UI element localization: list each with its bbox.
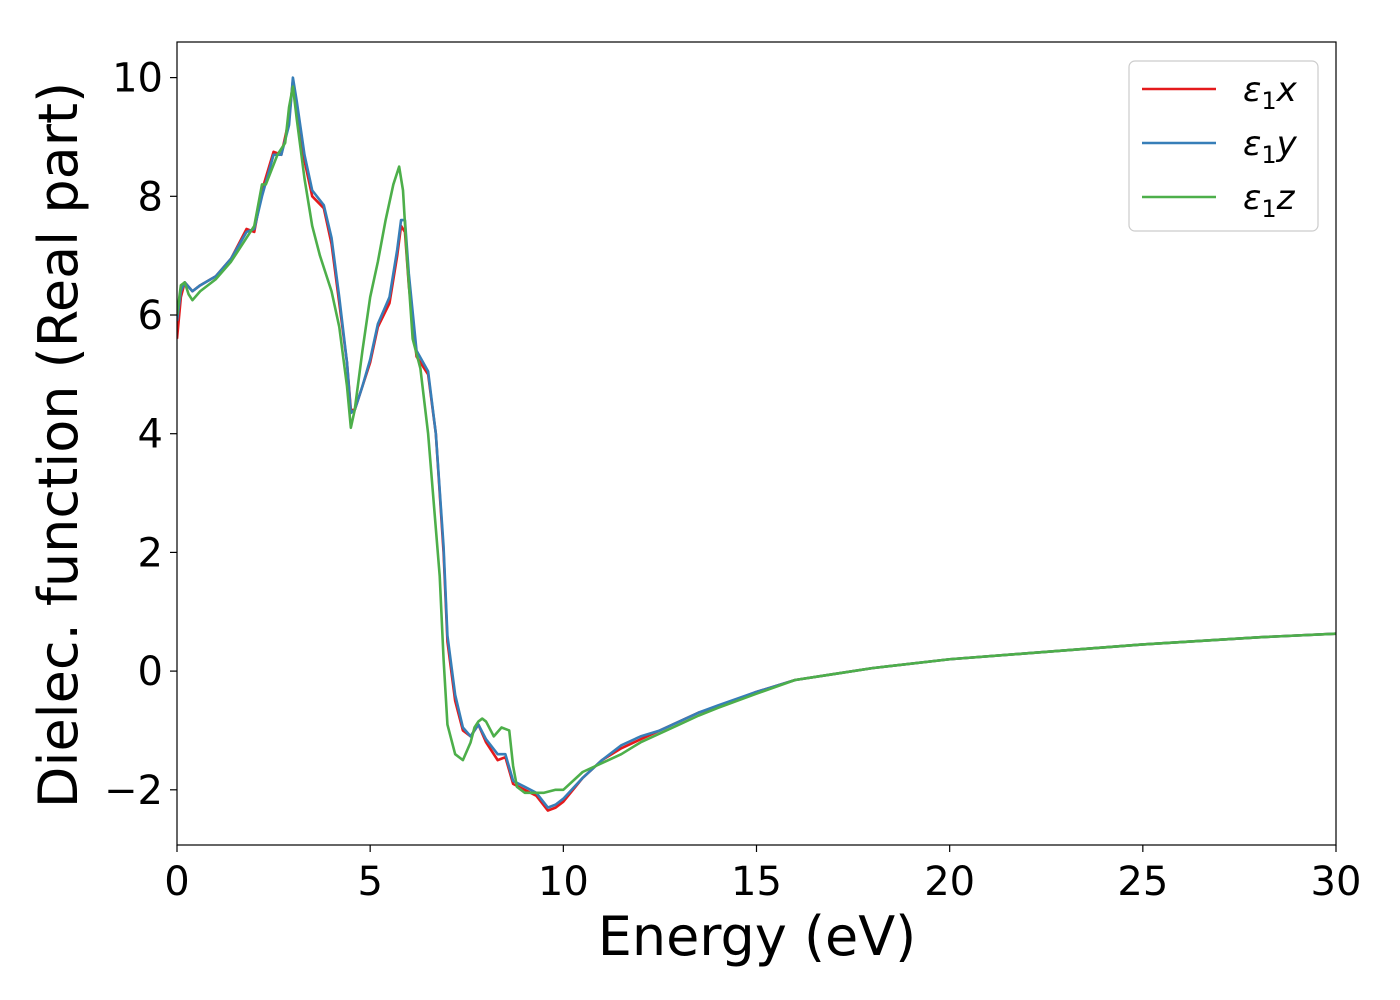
y-tick-label: 4 xyxy=(138,412,163,458)
y-tick-label: 10 xyxy=(112,56,163,102)
series-line-z xyxy=(177,85,1336,795)
x-tick-label: 20 xyxy=(924,859,975,905)
x-tick-label: 0 xyxy=(164,859,189,905)
y-axis-title: Dielec. function (Real part) xyxy=(27,82,90,808)
series-layer xyxy=(177,76,1336,812)
legend-label-z: ε1z xyxy=(1243,178,1296,223)
x-tick-label: 15 xyxy=(731,859,782,905)
y-tick-label: 8 xyxy=(138,174,163,220)
x-axis-title: Energy (eV) xyxy=(598,905,917,968)
legend-box xyxy=(1128,60,1319,232)
x-tick-label: 10 xyxy=(538,859,589,905)
x-tick-label: 30 xyxy=(1311,859,1362,905)
legend-label-x: ε1x xyxy=(1243,70,1298,115)
y-tick-label: 6 xyxy=(138,293,163,339)
y-tick-label: 0 xyxy=(138,649,163,695)
y-tick-label: 2 xyxy=(138,530,163,576)
x-tick-label: 25 xyxy=(1117,859,1168,905)
legend-label-y: ε1y xyxy=(1243,124,1298,169)
y-tick-label: −2 xyxy=(104,768,163,814)
x-tick-label: 5 xyxy=(357,859,382,905)
x-axis-ticks: 0 5 10 15 20 25 30 xyxy=(164,845,1361,905)
legend: ε1x ε1y ε1z xyxy=(1128,60,1319,232)
y-axis-ticks: −2 0 2 4 6 8 10 xyxy=(104,56,177,814)
series-line-y xyxy=(177,76,1336,809)
